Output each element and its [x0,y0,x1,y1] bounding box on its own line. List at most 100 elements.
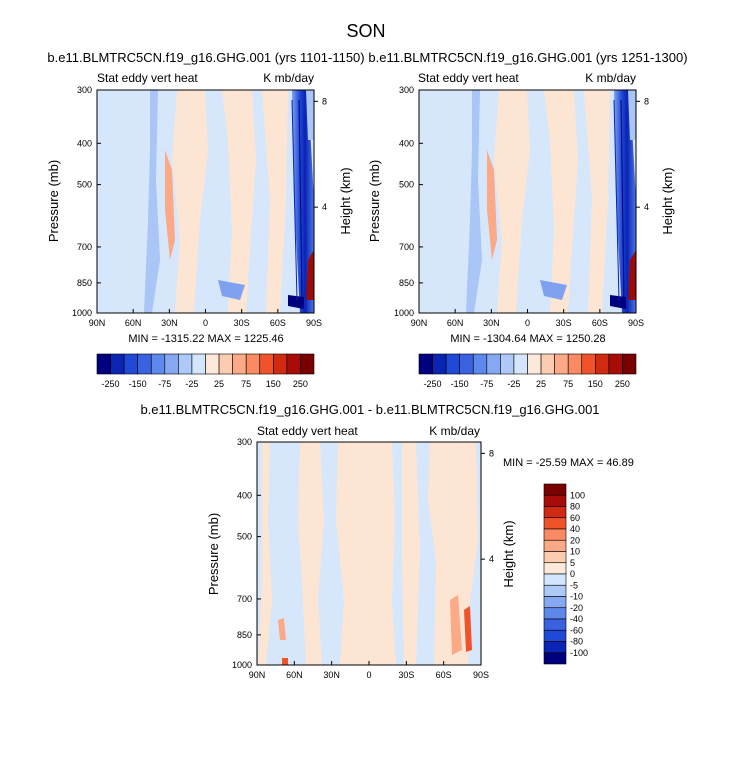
panel-1-xtick-label: 60N [125,318,142,328]
panel-1-colorbar-label: -75 [158,379,171,389]
panel-2-colorbar-box [445,353,460,375]
panel-3-ytick-right-label: 4 [489,554,494,564]
panel-3-colorbar-box [543,652,567,665]
panel-2-colorbar-box [595,353,610,375]
panel-1-ytick-right-label: 4 [322,202,327,212]
panel-1-colorbar-box [150,353,166,375]
panel-2-ytick-label: 500 [399,180,414,190]
panel-1-colorbar-box [123,353,138,375]
panel-2-xtick-label: 90N [411,318,428,328]
panel-3-colorbar-label: 10 [570,547,580,557]
panel-3-title: b.e11.BLMTRC5CN.f19_g16.GHG.001 - b.e11.… [140,402,599,417]
panel-3-colorbar-label: -40 [570,614,583,624]
panel-1-colorbar-label: -25 [185,379,198,389]
panel-1-y-ticks: 300 400 500 700 850 1000 [72,85,101,318]
panel-1-xtick-label: 30S [234,318,250,328]
panel-2-xtick-label: 60S [592,318,608,328]
panel-2-ytick-label: 1000 [394,308,414,318]
panel-3-colorbar-label: -80 [570,637,583,647]
panel-3-colorbar-box [543,528,567,541]
panel-2-left-label: Stat eddy vert heat [418,71,519,85]
panel-1-colorbar-label: 250 [293,379,308,389]
panel-3-xtick-label: 60N [286,670,303,680]
panel-1-colorbar-box [218,353,233,375]
panel-2-colorbar-box [540,353,555,375]
panel-2-colorbar-label: -75 [480,379,493,389]
panel-2: b.e11.BLMTRC5CN.f19_g16.GHG.001 (yrs 125… [367,50,688,389]
panel-2-colorbar-box [622,353,637,375]
panel-3-colorbar-box [543,483,567,496]
panel-2-xtick-label: 60N [447,318,464,328]
panel-3-colorbar-box [543,641,567,654]
panel-2-colorbar-box [567,353,583,375]
panel-2-colorbar-label: 25 [536,379,546,389]
panel-3-ytick-label: 850 [237,630,252,640]
panel-1-colorbar-box [178,353,193,375]
panel-3-xtick-label: 0 [366,670,371,680]
panel-2-x-ticks: 90N 60N 30N 0 30S 60S 90S [411,309,644,328]
panel-3-left-label: Stat eddy vert heat [257,424,358,438]
panel-2-title: b.e11.BLMTRC5CN.f19_g16.GHG.001 (yrs 125… [368,50,687,65]
panel-1-ytick-right-label: 8 [322,96,327,106]
panel-3-ytick-label: 400 [237,490,252,500]
panel-1-field [97,90,314,313]
panel-2-minmax: MIN = -1304.64 MAX = 1250.28 [450,333,605,345]
panel-3-xtick-label: 30S [398,670,414,680]
panel-1-colorbar-box [164,353,179,375]
panel-3-colorbar-box [543,573,567,586]
panel-2-colorbar-box [581,353,596,375]
panel-3-colorbar-box [543,506,567,519]
panel-2-y-ticks: 300 400 500 700 850 1000 [394,85,423,318]
panel-1-y-ticks-right: 84 [314,96,327,212]
panel-2-right-label: K mb/day [585,71,636,85]
panel-2-ytick-right-label: 4 [644,202,649,212]
panel-1-colorbar-label: -250 [102,379,120,389]
panel-2-colorbar-box [472,353,488,375]
panel-3-xtick-label: 30N [323,670,340,680]
panel-3-ytick-label: 1000 [232,660,252,670]
panel-1-left-label: Stat eddy vert heat [97,71,198,85]
panel-3-xtick-label: 90S [473,670,489,680]
panel-1-colorbar-box [286,353,301,375]
panel-3-colorbar-label: 100 [570,490,585,500]
panel-1-minmax: MIN = -1315.22 MAX = 1225.46 [128,333,283,345]
panel-1-colorbar-label: 75 [241,379,251,389]
panel-3-colorbar-label: 40 [570,524,580,534]
panel-2-y-ticks-right: 84 [636,96,649,212]
panel-1-xtick-label: 0 [203,318,208,328]
panel-3-colorbar-label: -10 [570,592,583,602]
panel-1-xtick-label: 60S [270,318,286,328]
panel-2-colorbar: -250 -150 -75 -25 25 75 150 250 [418,353,637,389]
panel-2-ylabel-right: Height (km) [660,167,675,234]
panel-3-xtick-label: 90N [249,670,266,680]
panel-3-colorbar-box [543,562,567,575]
panel-3-colorbar-label: -20 [570,603,583,613]
panel-2-colorbar-box [608,353,623,375]
panel-3-colorbar-box [543,596,567,609]
panel-1-colorbar-box [110,353,125,375]
panel-3-colorbar-box [543,618,567,631]
panel-3: b.e11.BLMTRC5CN.f19_g16.GHG.001 - b.e11.… [140,402,633,680]
panel-1-ytick-label: 1000 [72,308,92,318]
panel-3-x-ticks: 90N 60N 30N 0 30S 60S 90S [249,661,489,680]
panel-3-right-label: K mb/day [429,424,480,438]
panel-2-colorbar-box [513,353,528,375]
panel-2-ytick-label: 700 [399,242,414,252]
panel-1: b.e11.BLMTRC5CN.f19_g16.GHG.001 (yrs 110… [46,50,365,389]
panel-2-ytick-right-label: 8 [644,96,649,106]
panel-1-title: b.e11.BLMTRC5CN.f19_g16.GHG.001 (yrs 110… [47,50,364,65]
panel-3-ytick-label: 300 [237,437,252,447]
panel-1-colorbar-box [300,353,315,375]
panel-1-colorbar-box [232,353,247,375]
panel-2-colorbar-box [486,353,501,375]
panel-3-colorbar-box [543,494,567,507]
figure-title: SON [346,21,385,41]
panel-1-xtick-label: 90S [306,318,322,328]
panel-3-colorbar-box [543,539,567,552]
panel-3-colorbar-label: -5 [570,580,578,590]
panel-1-ytick-label: 700 [77,242,92,252]
panel-1-xtick-label: 90N [89,318,106,328]
panel-3-colorbar-box [543,517,567,530]
